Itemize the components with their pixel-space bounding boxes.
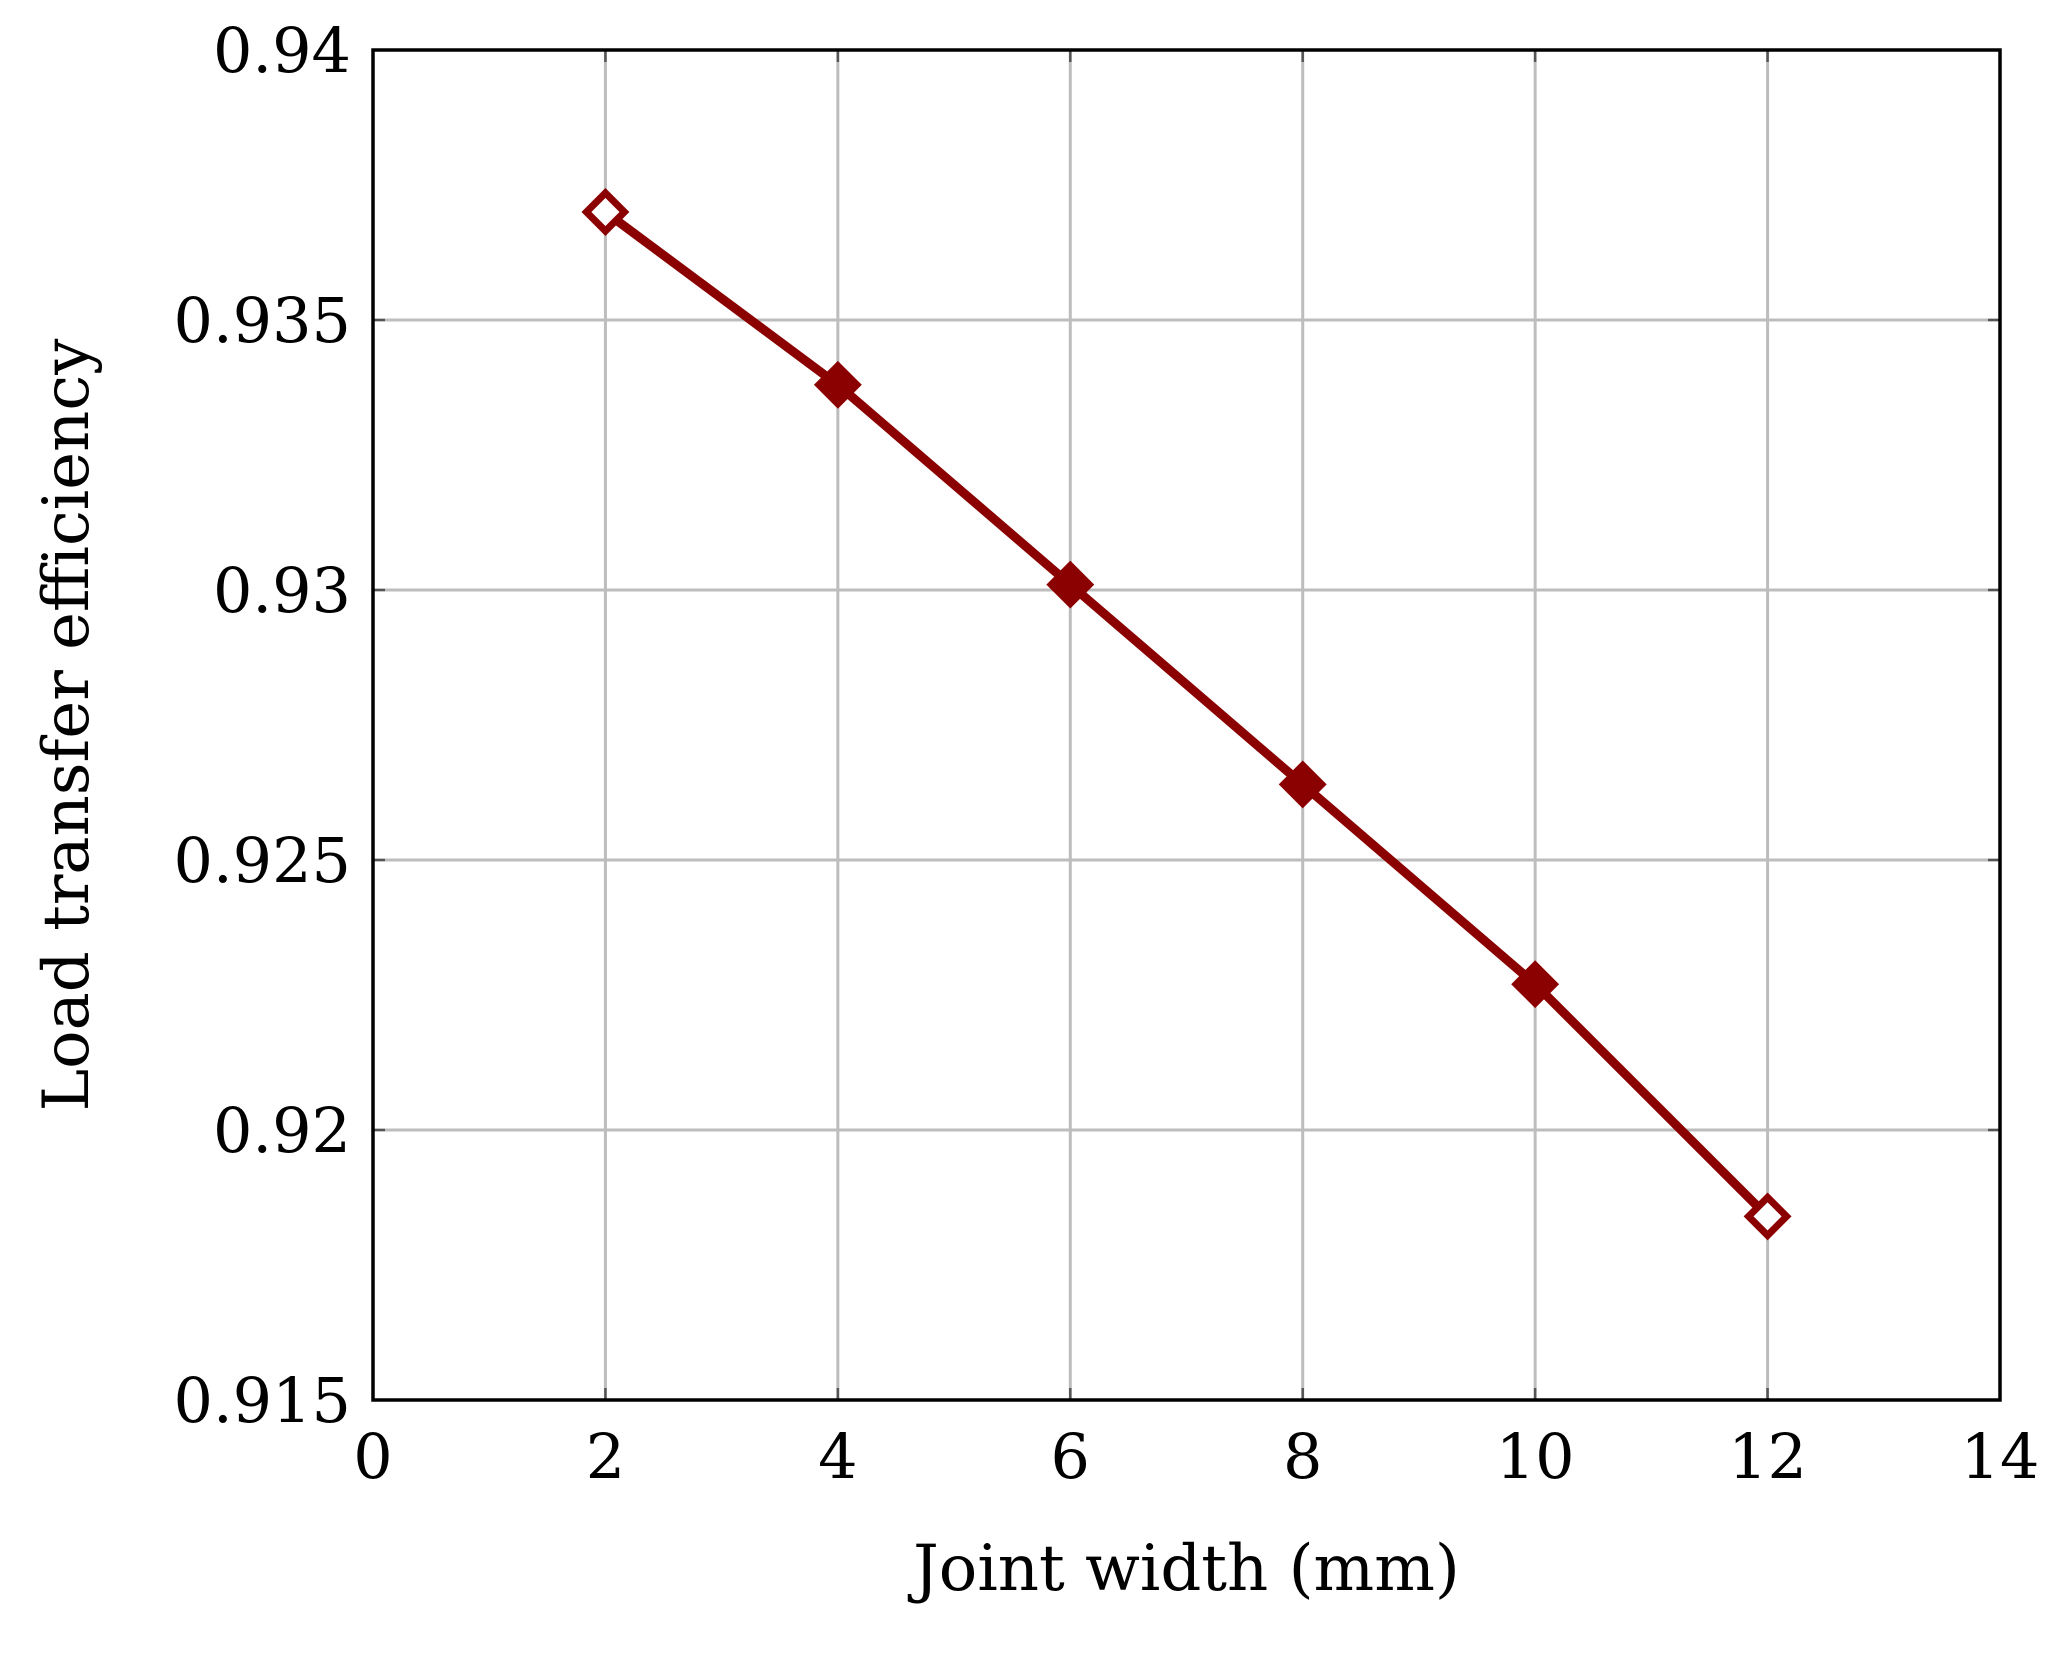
y-tick-label: 0.925 (174, 824, 352, 897)
series-layer (581, 188, 1792, 1241)
y-tick-label: 0.92 (213, 1094, 351, 1167)
plot-frame (371, 48, 2002, 1402)
grid-lines (373, 50, 2000, 1400)
y-tick-label: 0.94 (213, 14, 351, 87)
series-line (602, 208, 1771, 1220)
data-point-marker (1046, 560, 1095, 609)
data-point-marker (1278, 760, 1327, 809)
data-point-marker (1511, 960, 1560, 1009)
x-axis-title: Joint width (mm) (907, 1532, 1460, 1606)
x-tick-label: 2 (586, 1420, 625, 1493)
y-tick-label: 0.915 (174, 1364, 352, 1437)
x-tick-label: 8 (1283, 1420, 1322, 1493)
data-point-marker (813, 360, 862, 409)
y-tick-label: 0.93 (213, 554, 351, 627)
axis-ticks (371, 48, 2002, 1402)
data-point-marker (1743, 1192, 1792, 1241)
x-tick-labels: 0 2 4 6 8 10 12 14 (353, 1420, 2039, 1493)
y-tick-label: 0.935 (174, 284, 352, 357)
x-tick-label: 4 (818, 1420, 857, 1493)
x-tick-label: 14 (1961, 1420, 2040, 1493)
y-tick-labels: 0.915 0.92 0.925 0.93 0.935 0.94 (174, 14, 352, 1437)
x-tick-label: 10 (1496, 1420, 1575, 1493)
x-tick-label: 0 (353, 1420, 392, 1493)
x-tick-label: 6 (1051, 1420, 1090, 1493)
data-point-marker (581, 188, 630, 236)
y-axis-title: Load transfer efficiency (30, 339, 104, 1112)
x-tick-label: 12 (1728, 1420, 1807, 1493)
